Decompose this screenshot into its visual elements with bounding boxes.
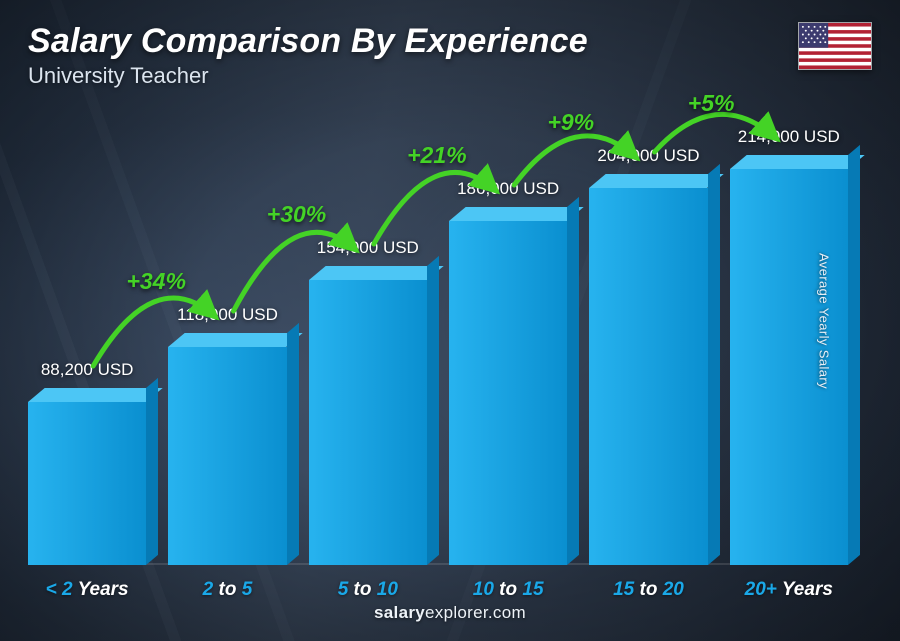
pct-increase-label: +30%	[267, 201, 326, 228]
footer-brand-rest: explorer.com	[425, 603, 526, 622]
bar-category-label: 20+ Years	[745, 579, 833, 601]
pct-increase-label: +5%	[688, 90, 735, 117]
bar-category-label: < 2 Years	[46, 579, 129, 601]
growth-arc	[514, 136, 637, 185]
chart-subtitle: University Teacher	[28, 63, 588, 89]
header-row: Salary Comparison By Experience Universi…	[28, 22, 872, 89]
chart-area: 88,200 USD< 2 Years118,000 USD2 to 5154,…	[28, 99, 848, 565]
y-axis-label: Average Yearly Salary	[816, 252, 831, 388]
bar-category-label: 2 to 5	[203, 579, 253, 601]
chart-container: Salary Comparison By Experience Universi…	[0, 0, 900, 641]
growth-arc	[233, 232, 356, 311]
pct-increase-label: +34%	[126, 268, 185, 295]
growth-arc	[374, 172, 497, 244]
bar-category-label: 15 to 20	[613, 579, 684, 601]
growth-arc	[654, 114, 777, 152]
pct-increase-label: +9%	[547, 109, 594, 136]
footer-brand-bold: salary	[374, 603, 425, 622]
bar-category-label: 5 to 10	[338, 579, 398, 601]
chart-title: Salary Comparison By Experience	[28, 22, 588, 61]
growth-arc	[93, 298, 216, 366]
pct-increase-label: +21%	[407, 142, 466, 169]
titles: Salary Comparison By Experience Universi…	[28, 22, 588, 89]
bar-category-label: 10 to 15	[473, 579, 544, 601]
bar-side-face	[848, 145, 860, 565]
us-flag-icon	[798, 22, 872, 70]
